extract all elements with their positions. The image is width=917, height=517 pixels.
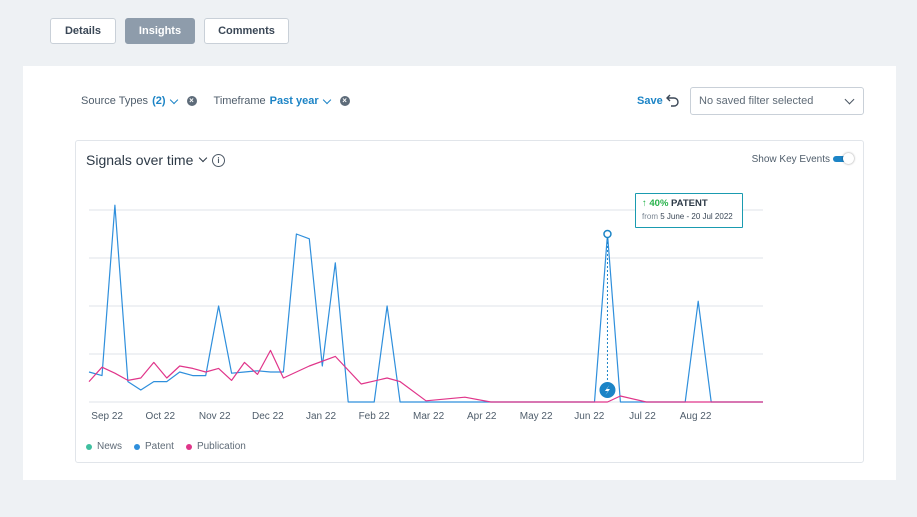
x-tick-label: Jul 22	[629, 411, 656, 422]
x-tick-label: Jun 22	[574, 411, 604, 422]
x-tick-label: Aug 22	[680, 411, 712, 422]
show-key-events-label: Show Key Events	[751, 154, 830, 165]
arrow-up-icon: ↑	[642, 198, 647, 209]
lightning-icon	[604, 385, 610, 395]
save-button[interactable]: Save	[637, 95, 663, 107]
source-types-label: Source Types	[81, 95, 149, 107]
x-tick-label: Nov 22	[199, 411, 231, 422]
legend-patent[interactable]: Patent	[134, 441, 174, 452]
clear-timeframe-icon[interactable]: ×	[339, 96, 350, 106]
x-tick-label: Oct 22	[146, 411, 176, 422]
source-types-value: (2)	[152, 95, 166, 107]
info-icon[interactable]: i	[212, 154, 225, 167]
chevron-down-icon	[169, 95, 178, 104]
timeframe-filter[interactable]: Timeframe Past year	[213, 95, 331, 107]
tooltip-dates: 5 June - 20 Jul 2022	[660, 212, 733, 221]
key-event-tooltip: ↑ 40% PATENT from 5 June - 20 Jul 2022	[635, 193, 743, 228]
source-types-filter[interactable]: Source Types (2)	[81, 95, 178, 107]
chart-title: Signals over time	[86, 152, 194, 168]
show-key-events-toggle[interactable]	[833, 153, 854, 165]
timeframe-label: Timeframe	[213, 95, 266, 107]
chart-title-dropdown[interactable]: Signals over time	[86, 152, 208, 168]
x-tick-label: Mar 22	[413, 411, 445, 422]
saved-filter-select[interactable]: No saved filter selected	[690, 87, 864, 115]
patent-series-line	[88, 204, 763, 403]
legend-news-label: News	[97, 441, 123, 452]
x-tick-label: Jan 22	[306, 411, 336, 422]
x-tick-label: Feb 22	[359, 411, 391, 422]
saved-filter-value: No saved filter selected	[699, 95, 814, 107]
x-tick-label: Sep 22	[91, 411, 123, 422]
legend-patent-label: Patent	[145, 441, 174, 452]
legend-publication-swatch	[185, 443, 192, 450]
clear-source-types-icon[interactable]: ×	[186, 96, 197, 106]
filter-bar: Source Types (2) × Timeframe Past year ×	[81, 95, 350, 107]
timeframe-value: Past year	[269, 95, 319, 107]
tab-details[interactable]: Details	[50, 18, 116, 44]
tooltip-change: 40%	[649, 198, 669, 209]
legend-publication[interactable]: Publication	[185, 441, 246, 452]
tab-insights[interactable]: Insights	[125, 18, 195, 44]
key-event-point	[603, 229, 612, 239]
view-tabs: Details Insights Comments	[50, 18, 289, 44]
chevron-down-icon	[844, 94, 855, 105]
chart-legend: News Patent Publication	[86, 441, 258, 452]
legend-patent-swatch	[134, 443, 141, 450]
insights-panel: Source Types (2) × Timeframe Past year ×…	[23, 66, 896, 480]
x-tick-label: May 22	[520, 411, 553, 422]
signals-chart-card: Signals over time i Show Key Events 02.0…	[75, 140, 864, 463]
x-tick-label: Apr 22	[467, 411, 497, 422]
undo-icon[interactable]	[665, 92, 681, 108]
x-tick-label: Dec 22	[252, 411, 284, 422]
tab-comments[interactable]: Comments	[204, 18, 289, 44]
tooltip-from-label: from	[642, 212, 658, 221]
legend-news-swatch	[86, 443, 92, 450]
tooltip-type: PATENT	[671, 198, 708, 209]
publication-series-line	[88, 349, 763, 403]
legend-publication-label: Publication	[196, 441, 246, 452]
legend-news[interactable]: News	[86, 441, 122, 452]
chevron-down-icon	[322, 95, 331, 104]
